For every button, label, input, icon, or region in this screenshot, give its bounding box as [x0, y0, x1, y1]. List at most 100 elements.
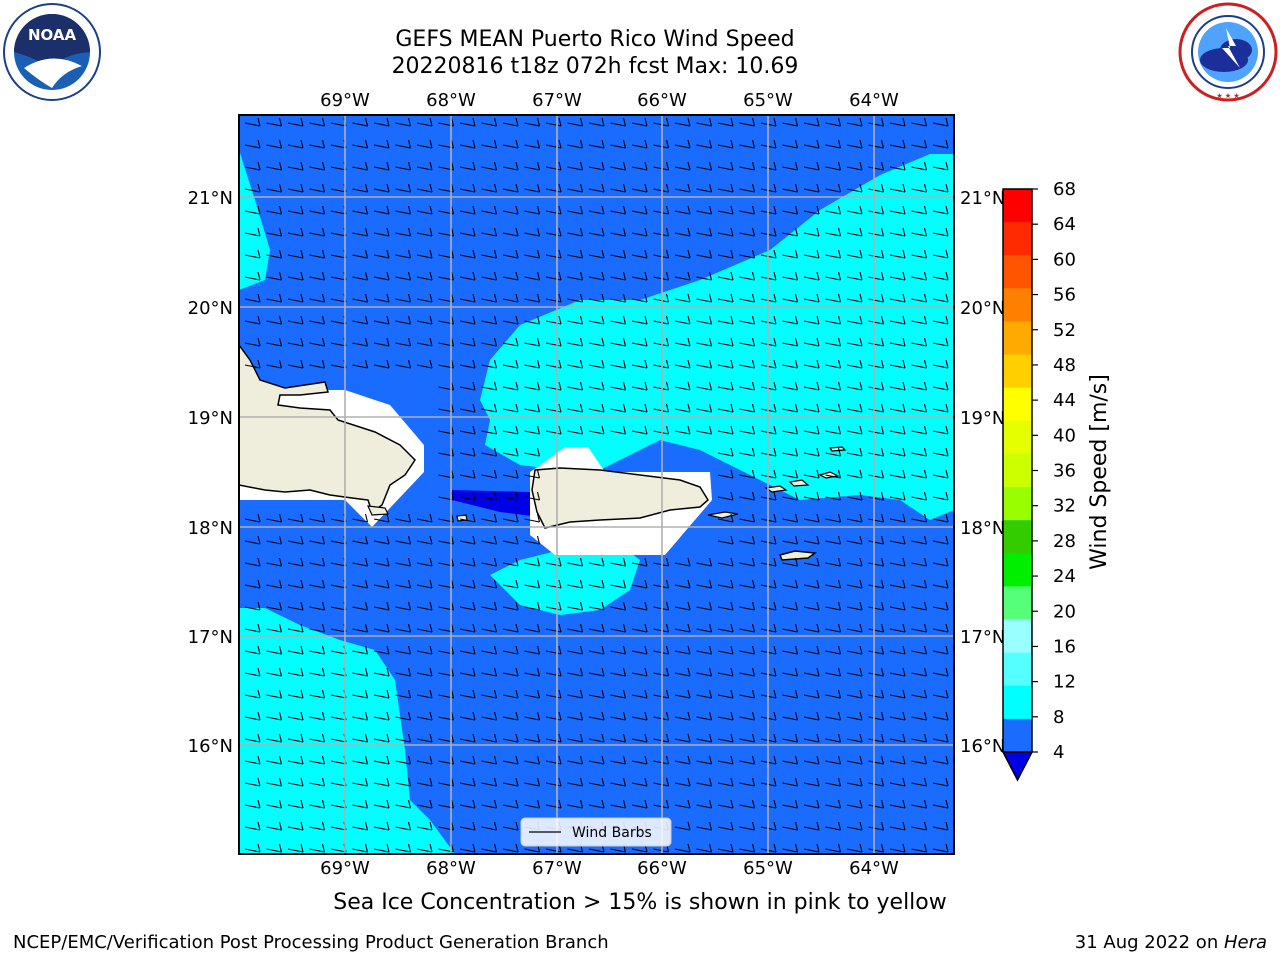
wind-barb — [459, 755, 476, 765]
wind-barb — [696, 579, 713, 589]
wind-barb — [739, 403, 756, 413]
wind-barb — [416, 161, 433, 171]
wind-barb — [373, 117, 390, 127]
wind-barb — [889, 161, 906, 171]
wind-barb — [846, 821, 863, 831]
wind-barb — [911, 293, 928, 303]
wind-barb — [868, 469, 885, 479]
wind-barb — [911, 557, 928, 567]
wind-barb — [567, 623, 584, 633]
wind-barb — [309, 821, 326, 831]
wind-barb — [782, 733, 799, 743]
wind-barb — [911, 469, 928, 479]
wind-barb — [696, 777, 713, 787]
wind-barb — [674, 249, 691, 259]
wind-barb — [803, 667, 820, 677]
wind-barb — [803, 293, 820, 303]
wind-barb — [911, 601, 928, 611]
wind-barb — [459, 689, 476, 699]
wind-barb — [889, 381, 906, 391]
wind-barb — [395, 359, 412, 369]
wind-barb — [739, 579, 756, 589]
wind-barb — [889, 227, 906, 237]
wind-barb — [653, 403, 670, 413]
wind-barb — [803, 315, 820, 325]
wind-barb — [502, 535, 519, 545]
wind-barb — [524, 249, 541, 259]
wind-barb — [653, 623, 670, 633]
land-virgin-islands — [778, 550, 818, 561]
wind-barb — [868, 205, 885, 215]
wind-barb — [868, 249, 885, 259]
wind-barb — [803, 579, 820, 589]
wind-barb — [846, 667, 863, 677]
wind-barb — [416, 733, 433, 743]
wind-barb — [395, 843, 412, 853]
wind-barb — [825, 425, 842, 435]
wind-barb — [266, 623, 283, 633]
wind-barb — [696, 205, 713, 215]
wind-barb — [889, 557, 906, 567]
wind-barb — [631, 425, 648, 435]
wind-barb — [502, 469, 519, 479]
wind-barb — [696, 557, 713, 567]
wind-barb — [352, 183, 369, 193]
wind-barb — [803, 227, 820, 237]
wind-barb — [395, 689, 412, 699]
wind-barb — [352, 139, 369, 149]
wind-barb — [932, 601, 949, 611]
wind-barb — [567, 249, 584, 259]
wind-barb — [739, 755, 756, 765]
wind-barb — [803, 689, 820, 699]
colorbar-tick-label: 12 — [1053, 672, 1076, 693]
wind-barb — [889, 249, 906, 259]
wind-barb — [459, 821, 476, 831]
wind-barb — [739, 139, 756, 149]
lon-label-top: 68°W — [426, 90, 476, 111]
wind-barb — [717, 667, 734, 677]
wind-barb — [868, 667, 885, 677]
wind-barb — [868, 381, 885, 391]
wind-barb — [481, 381, 498, 391]
wind-barb — [868, 689, 885, 699]
wind-barb — [502, 381, 519, 391]
wind-barb — [825, 491, 842, 501]
wind-barb — [481, 205, 498, 215]
wind-barb — [696, 139, 713, 149]
wind-barb — [610, 755, 627, 765]
wind-barb — [545, 315, 562, 325]
wind-barb — [739, 777, 756, 787]
wind-barb — [524, 337, 541, 347]
wind-barb — [825, 139, 842, 149]
wind-barb — [244, 755, 261, 765]
wind-barb — [309, 183, 326, 193]
wind-barb — [524, 293, 541, 303]
wind-barb — [244, 733, 261, 743]
wind-barb — [868, 623, 885, 633]
wind-barb — [674, 645, 691, 655]
wind-barb — [610, 227, 627, 237]
wind-barb — [481, 359, 498, 369]
wind-barb — [373, 667, 390, 677]
wind-barb — [352, 205, 369, 215]
wind-barb — [395, 557, 412, 567]
wind-barb — [782, 689, 799, 699]
wind-barb — [696, 271, 713, 281]
wind-barb — [846, 205, 863, 215]
wind-barb — [309, 161, 326, 171]
wind-barb — [266, 667, 283, 677]
wind-barb — [674, 117, 691, 127]
wind-barb — [373, 271, 390, 281]
wind-barb — [911, 667, 928, 677]
wind-barb — [481, 799, 498, 809]
wind-barb — [889, 205, 906, 215]
wind-barb — [674, 821, 691, 831]
wind-barb — [739, 799, 756, 809]
wind-barb — [696, 183, 713, 193]
wind-barb — [352, 843, 369, 853]
wind-barb — [631, 755, 648, 765]
wind-barb — [416, 755, 433, 765]
wind-barb — [244, 557, 261, 567]
colorbar-segment — [1003, 420, 1032, 455]
wind-barb — [889, 579, 906, 589]
